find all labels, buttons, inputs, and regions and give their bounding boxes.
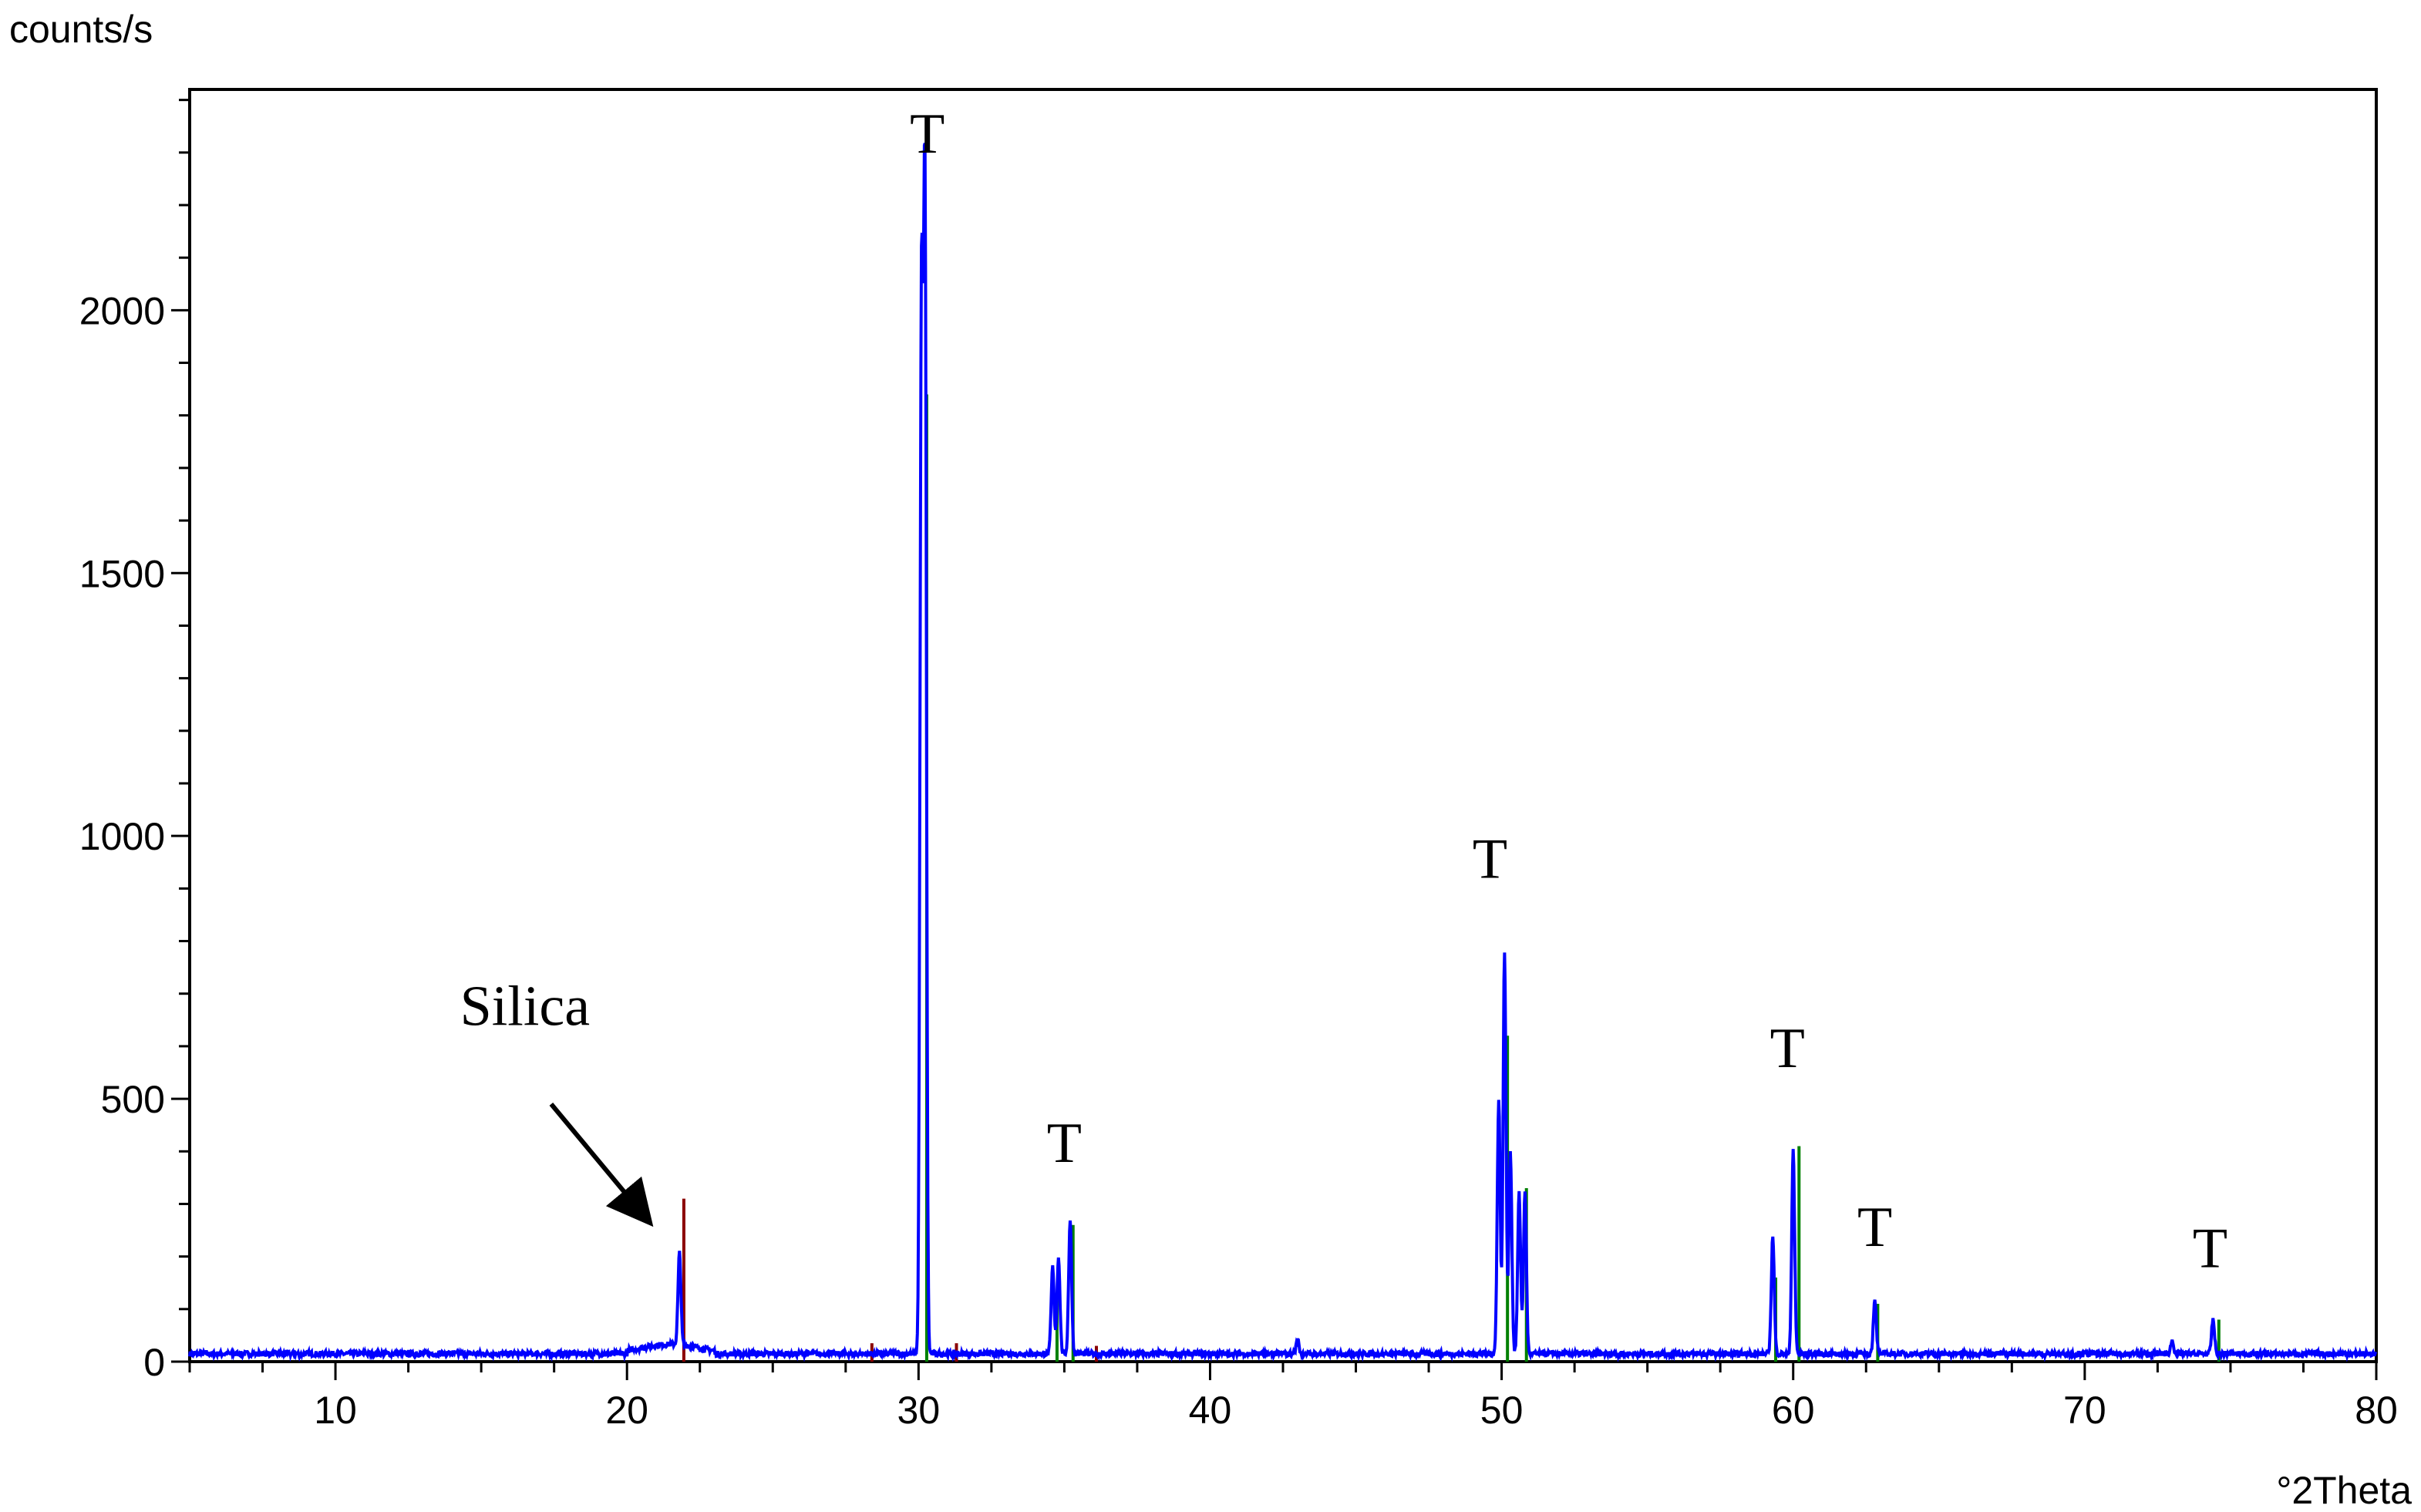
phase-label-t: T: [1857, 1196, 1892, 1259]
x-tick-label: 50: [1480, 1389, 1524, 1432]
y-tick-label: 1000: [79, 815, 165, 858]
silica-label: Silica: [460, 975, 591, 1039]
x-tick-label: 10: [314, 1389, 357, 1432]
y-tick-label: 0: [143, 1341, 165, 1384]
y-tick-label: 1500: [79, 552, 165, 595]
phase-label-t: T: [910, 103, 944, 166]
x-tick-label: 20: [605, 1389, 648, 1432]
x-tick-label: 60: [1772, 1389, 1815, 1432]
y-axis-label: counts/s: [9, 8, 153, 51]
axis-ticks: [171, 99, 2378, 1380]
x-tick-label: 40: [1189, 1389, 1232, 1432]
x-tick-label: 30: [897, 1389, 941, 1432]
reference-sticks: [682, 394, 2221, 1362]
phase-label-t: T: [1047, 1112, 1082, 1175]
x-axis-label: °2Theta: [2276, 1469, 2412, 1512]
silica-arrow: [549, 1102, 654, 1227]
annotations: T T T T T T Silica: [460, 103, 2227, 1280]
x-tick-label: 80: [2355, 1389, 2398, 1432]
diffraction-pattern-line: [188, 143, 2378, 1363]
tick-labels: 10 20 30 40 50 60 70 80 0 500 1000 1500 2000: [79, 289, 2398, 1432]
y-tick-label: 500: [101, 1078, 165, 1121]
y-tick-label: 2000: [79, 289, 165, 332]
phase-label-t: T: [2193, 1217, 2227, 1280]
plot-frame: [188, 88, 2378, 1363]
phase-label-t: T: [1473, 828, 1507, 891]
phase-label-t: T: [1770, 1017, 1805, 1080]
x-tick-label: 70: [2063, 1389, 2106, 1432]
